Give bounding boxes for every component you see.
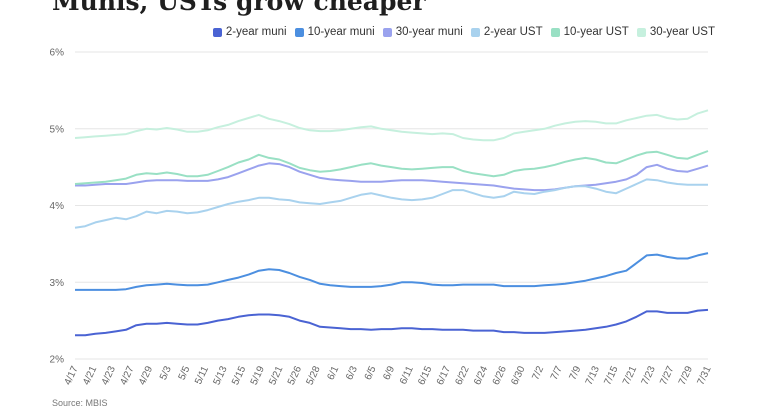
y-tick-label: 2% xyxy=(50,355,65,366)
x-tick-label: 5/28 xyxy=(305,364,323,387)
legend-swatch xyxy=(550,27,560,37)
x-tick-label: 7/29 xyxy=(677,364,695,387)
chart-source: Source: MBIS xyxy=(52,398,108,408)
y-tick-labels: 2% 3% 4% 5% 6% xyxy=(50,48,65,366)
legend-label: 2-year muni xyxy=(225,26,287,38)
legend-label: 10-year muni xyxy=(307,26,375,38)
x-tick-label: 5/3 xyxy=(158,364,174,382)
legend-label: 2-year UST xyxy=(483,26,543,38)
series-line-2-year-muni xyxy=(75,308,709,337)
legend-label: 30-year UST xyxy=(649,26,715,38)
series-line-30-year-muni xyxy=(75,162,709,192)
legend-swatch xyxy=(636,27,646,37)
legend-swatch xyxy=(470,27,480,37)
x-tick-label: 7/7 xyxy=(549,364,565,382)
legend-label: 10-year UST xyxy=(563,26,629,38)
legend-swatch xyxy=(382,27,392,37)
legend-swatch xyxy=(294,27,304,37)
series-line-10-year-ust xyxy=(74,150,709,185)
legend-item: 10-year muni xyxy=(294,26,375,38)
x-tick-label: 6/1 xyxy=(326,364,342,382)
chart-legend: 2-year muni 10-year muni 30-year muni 2-yea… xyxy=(212,26,715,38)
x-tick-label: 5/15 xyxy=(230,364,248,387)
y-tick-label: 5% xyxy=(50,124,65,135)
x-tick-label: 5/11 xyxy=(193,364,211,386)
series-lines xyxy=(74,109,709,337)
x-tick-label: 6/24 xyxy=(472,364,490,387)
legend-label: 30-year muni xyxy=(395,26,463,38)
x-tick-label: 6/15 xyxy=(416,364,434,387)
x-tick-label: 6/11 xyxy=(398,364,416,386)
grid-lines xyxy=(75,51,708,360)
x-tick-label: 4/27 xyxy=(118,364,136,387)
y-tick-label: 4% xyxy=(50,201,65,212)
x-tick-label: 4/17 xyxy=(63,364,81,387)
legend-item: 10-year UST xyxy=(550,26,629,38)
x-tick-label: 4/23 xyxy=(100,364,118,387)
x-tick-label: 4/21 xyxy=(81,364,99,387)
series-line-2-year-ust xyxy=(74,178,708,229)
legend-item: 30-year muni xyxy=(382,26,463,38)
x-tick-label: 6/30 xyxy=(509,364,527,387)
legend-swatch xyxy=(212,27,222,37)
x-tick-label: 5/19 xyxy=(249,364,267,387)
x-tick-label: 4/29 xyxy=(137,364,155,387)
x-tick-label: 7/31 xyxy=(696,364,714,387)
legend-item: 2-year UST xyxy=(470,26,543,38)
chart-title: Munis, USTs grow cheaper xyxy=(52,0,426,16)
x-tick-label: 7/9 xyxy=(568,364,584,382)
x-tick-label: 7/2 xyxy=(530,364,546,382)
x-tick-label: 6/17 xyxy=(435,364,453,387)
x-tick-label: 7/13 xyxy=(584,364,602,387)
x-tick-labels: 4/17 4/21 4/23 4/27 4/29 5/3 5/5 5/11 5/13 5/15 5/… xyxy=(63,364,714,387)
x-tick-label: 6/9 xyxy=(381,364,397,382)
x-tick-label: 6/22 xyxy=(453,364,471,387)
x-tick-label: 6/5 xyxy=(363,364,379,382)
legend-item: 30-year UST xyxy=(636,26,715,38)
x-tick-label: 5/21 xyxy=(267,364,285,387)
series-line-30-year-ust xyxy=(74,109,709,142)
x-tick-label: 5/26 xyxy=(286,364,304,387)
x-tick-label: 7/27 xyxy=(658,364,676,387)
series-line-10-year-muni xyxy=(75,252,709,291)
y-tick-label: 3% xyxy=(50,278,65,289)
x-tick-label: 7/21 xyxy=(621,364,639,387)
y-tick-label: 6% xyxy=(50,48,65,59)
x-tick-label: 7/15 xyxy=(602,364,620,387)
x-tick-label: 5/13 xyxy=(211,364,229,387)
legend-item: 2-year muni xyxy=(212,26,287,38)
x-tick-label: 5/5 xyxy=(177,364,193,382)
x-tick-label: 7/23 xyxy=(640,364,658,387)
x-tick-label: 6/3 xyxy=(344,364,360,382)
x-tick-label: 6/26 xyxy=(491,364,509,387)
